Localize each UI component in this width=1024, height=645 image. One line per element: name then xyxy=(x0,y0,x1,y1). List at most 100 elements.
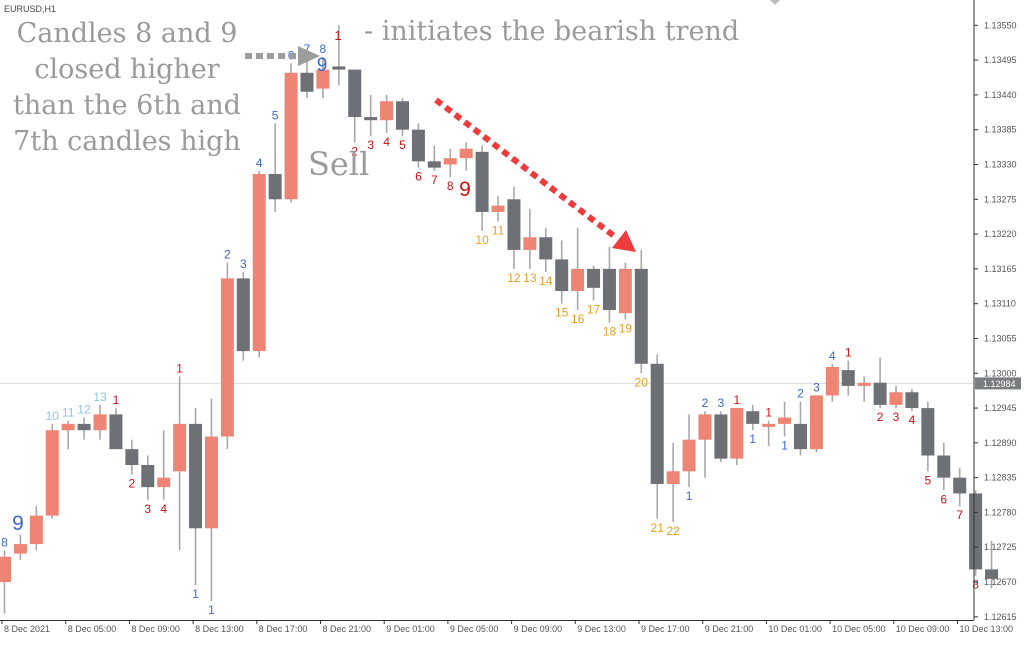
y-tick-label: 1.13055 xyxy=(984,333,1017,343)
candle xyxy=(141,455,155,500)
count-labels: 8101112131234111234567823456781011121314… xyxy=(1,42,979,617)
candle-body xyxy=(316,69,330,89)
y-tick-label: 1.12670 xyxy=(984,577,1017,587)
y-tick-label: 1.12890 xyxy=(984,438,1017,448)
count-label: 22 xyxy=(666,524,680,538)
candle-body xyxy=(93,414,107,431)
x-tick-label: 8 Dec 09:00 xyxy=(131,624,180,634)
candle xyxy=(109,408,123,450)
candle xyxy=(284,63,298,203)
candle xyxy=(618,262,632,320)
candle-body xyxy=(746,411,760,424)
y-tick-label: 1.13495 xyxy=(984,55,1017,65)
count-label: 19 xyxy=(619,321,633,335)
candle-body xyxy=(141,465,155,488)
count-label: 1 xyxy=(749,432,756,446)
sell-label: Sell xyxy=(308,145,369,183)
count-label: 5 xyxy=(399,138,406,152)
candle-body xyxy=(443,158,457,165)
x-tick-label: 9 Dec 21:00 xyxy=(705,624,754,634)
count-label: 10 xyxy=(46,409,60,423)
candle xyxy=(45,423,59,519)
candle xyxy=(443,148,457,178)
buy-nine-top-label: 9 xyxy=(317,55,328,76)
candle-body xyxy=(45,430,59,516)
count-label: 5 xyxy=(272,108,279,122)
x-tick-label: 10 Dec 05:00 xyxy=(832,624,886,634)
candle-body xyxy=(523,237,537,250)
count-label: 8 xyxy=(972,578,979,592)
y-tick-label: 1.13000 xyxy=(984,368,1017,378)
y-tick-label: 1.13550 xyxy=(984,20,1017,30)
count-label: 13 xyxy=(523,271,537,285)
candle xyxy=(13,534,27,560)
candle-body xyxy=(841,370,855,386)
candle xyxy=(698,411,712,478)
candle xyxy=(762,420,776,447)
candle xyxy=(666,442,680,522)
candle-body xyxy=(300,72,314,92)
count-label: 4 xyxy=(160,502,167,516)
count-label: 21 xyxy=(651,521,665,535)
count-label: 1 xyxy=(686,489,693,503)
candle-body xyxy=(411,129,425,162)
candle xyxy=(396,98,409,137)
candle-body xyxy=(475,151,489,212)
candle-body xyxy=(284,72,298,200)
scroll-marker-icon[interactable] xyxy=(770,0,780,5)
candle xyxy=(778,401,792,437)
count-label: 14 xyxy=(539,274,553,288)
candle xyxy=(905,389,919,412)
candle xyxy=(77,417,91,440)
count-label: 4 xyxy=(383,135,390,149)
candle-body xyxy=(953,477,967,494)
candle xyxy=(889,385,903,409)
candle xyxy=(634,249,648,374)
candle xyxy=(650,354,664,519)
candle-body xyxy=(587,268,601,288)
x-tick-label: 9 Dec 01:00 xyxy=(386,624,435,634)
candle-body xyxy=(937,455,951,478)
count-label: 2 xyxy=(351,144,358,158)
candle-body xyxy=(61,423,75,431)
candle xyxy=(937,442,951,491)
count-label: 6 xyxy=(940,492,947,506)
candle xyxy=(825,363,839,402)
candle-body xyxy=(762,423,776,427)
y-tick-label: 1.13165 xyxy=(984,264,1017,274)
candle-body xyxy=(459,148,473,159)
candle xyxy=(204,398,218,602)
candle xyxy=(921,401,935,472)
count-label: 16 xyxy=(571,312,585,326)
candle-body xyxy=(666,471,680,484)
candle xyxy=(61,420,75,450)
candle xyxy=(268,123,282,212)
candle-body xyxy=(714,414,728,459)
count-label: 17 xyxy=(587,303,601,317)
candle-body xyxy=(698,414,712,440)
candle-body xyxy=(969,493,983,570)
top-note-number: 1 xyxy=(334,28,341,43)
current-price-tag xyxy=(975,377,1021,390)
candle-body xyxy=(0,556,11,583)
count-label: 3 xyxy=(240,257,247,271)
x-tick-label: 9 Dec 05:00 xyxy=(450,624,499,634)
candle-body xyxy=(204,436,218,529)
y-tick-label: 1.13110 xyxy=(984,299,1016,309)
candle-body xyxy=(348,69,362,118)
candle-body xyxy=(125,449,139,465)
count-label: 2 xyxy=(224,248,231,262)
candle-body xyxy=(189,423,203,529)
count-label: 7 xyxy=(431,173,438,187)
count-label: 1 xyxy=(208,603,215,617)
count-label: 3 xyxy=(718,396,725,410)
candle xyxy=(189,408,203,586)
y-tick-label: 1.13385 xyxy=(984,125,1017,135)
candle xyxy=(236,272,250,361)
count-label: 20 xyxy=(635,375,649,389)
count-label: 11 xyxy=(62,406,75,420)
candle xyxy=(300,56,314,99)
